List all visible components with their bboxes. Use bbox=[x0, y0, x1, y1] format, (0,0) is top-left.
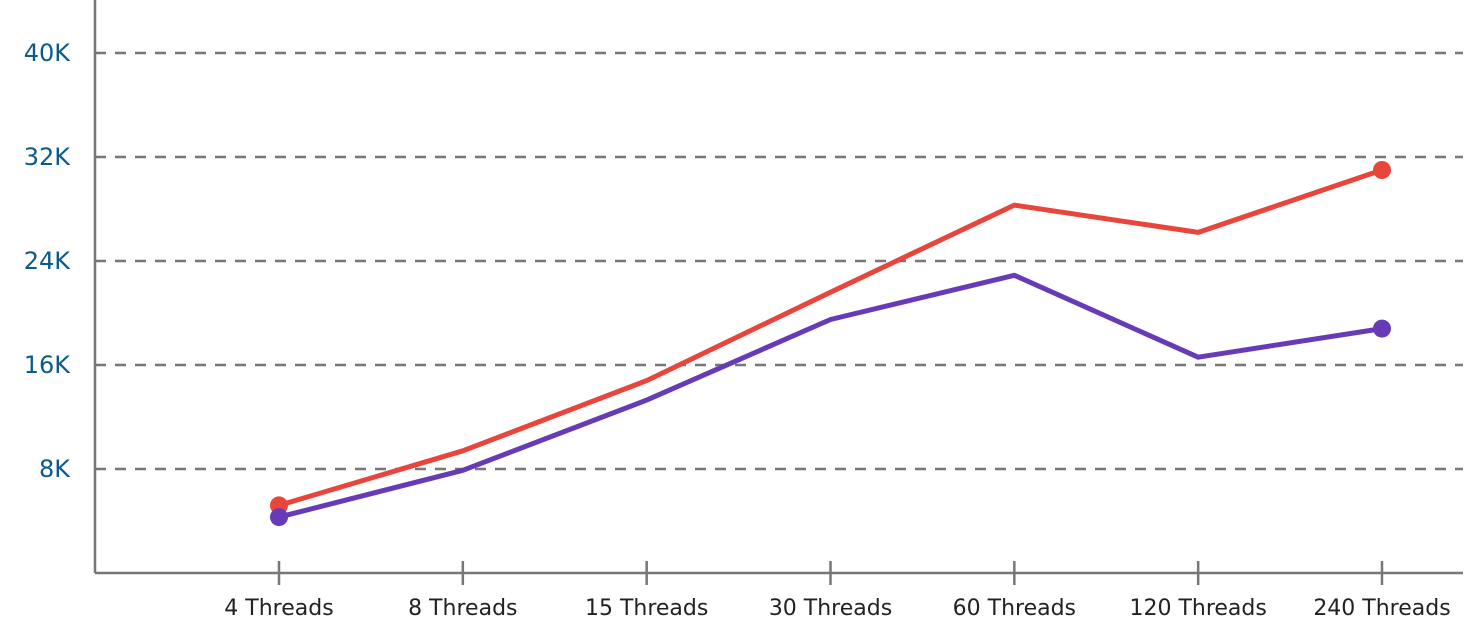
y-tick-label: 8K bbox=[39, 455, 71, 483]
data-point bbox=[270, 508, 288, 527]
x-tick-label: 240 Threads bbox=[1313, 596, 1450, 621]
y-tick-label: 40K bbox=[24, 39, 72, 67]
x-tick-label: 15 Threads bbox=[585, 596, 708, 621]
axes bbox=[93, 0, 1463, 575]
x-tick-label: 4 Threads bbox=[224, 596, 333, 621]
series-line-2 bbox=[276, 272, 1385, 520]
x-ticks: 4 Threads 8 Threads 15 Threads 30 Threads 60… bbox=[224, 561, 1451, 621]
grid-lines bbox=[95, 51, 1463, 471]
y-tick-labels: 8K 16K 24K 32K 40K bbox=[24, 39, 72, 483]
series-lines bbox=[276, 167, 1385, 520]
y-tick-label: 32K bbox=[24, 143, 72, 171]
data-point bbox=[1373, 319, 1391, 338]
x-tick-label: 60 Threads bbox=[953, 596, 1076, 621]
y-tick-label: 24K bbox=[24, 247, 72, 275]
data-point bbox=[1373, 161, 1391, 179]
x-tick-label: 8 Threads bbox=[408, 596, 517, 621]
x-tick-label: 120 Threads bbox=[1129, 596, 1266, 621]
x-tick-label: 30 Threads bbox=[769, 596, 892, 621]
series-line-1 bbox=[276, 167, 1385, 508]
y-tick-label: 16K bbox=[24, 351, 72, 379]
endpoint-markers bbox=[270, 161, 1391, 527]
